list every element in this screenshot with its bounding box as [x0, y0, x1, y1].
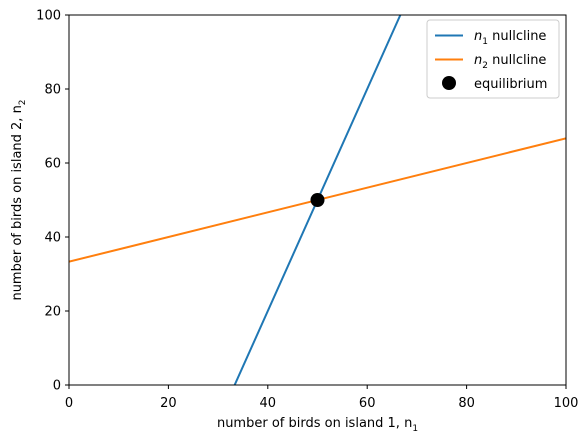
x-axis-label: number of birds on island 1, n1	[217, 416, 418, 434]
legend-label-n1-nullcline: n1 nullcline	[474, 29, 546, 47]
y-tick-label: 80	[44, 83, 61, 98]
x-axis-ticks: 0 20 40 60 80 100	[65, 385, 579, 411]
points-layer	[310, 193, 325, 207]
x-tick-label: 80	[458, 396, 475, 411]
x-tick-label: 100	[554, 396, 579, 411]
y-axis-ticks: 0 20 40 60 80 100	[36, 9, 69, 394]
y-tick-label: 20	[44, 305, 61, 320]
y-axis-label: number of birds on island 2, n2	[10, 99, 28, 300]
equilibrium-point	[310, 193, 325, 207]
plot-frame	[68, 14, 567, 386]
y-tick-label: 0	[53, 379, 61, 394]
y-tick-label: 40	[44, 231, 61, 246]
x-tick-label: 60	[359, 396, 376, 411]
legend-marker-equilibrium	[442, 76, 456, 90]
legend-label-equilibrium: equilibrium	[474, 77, 547, 92]
x-tick-label: 0	[65, 396, 73, 411]
x-tick-label: 40	[260, 396, 277, 411]
legend-label-n2-nullcline: n2 nullcline	[474, 53, 546, 71]
y-tick-label: 60	[44, 157, 61, 172]
legend-frame	[426, 19, 560, 99]
legend: n1 nullcline n2 nullcline equilibrium	[426, 19, 560, 99]
x-tick-label: 20	[160, 396, 177, 411]
y-tick-label: 100	[36, 9, 61, 24]
